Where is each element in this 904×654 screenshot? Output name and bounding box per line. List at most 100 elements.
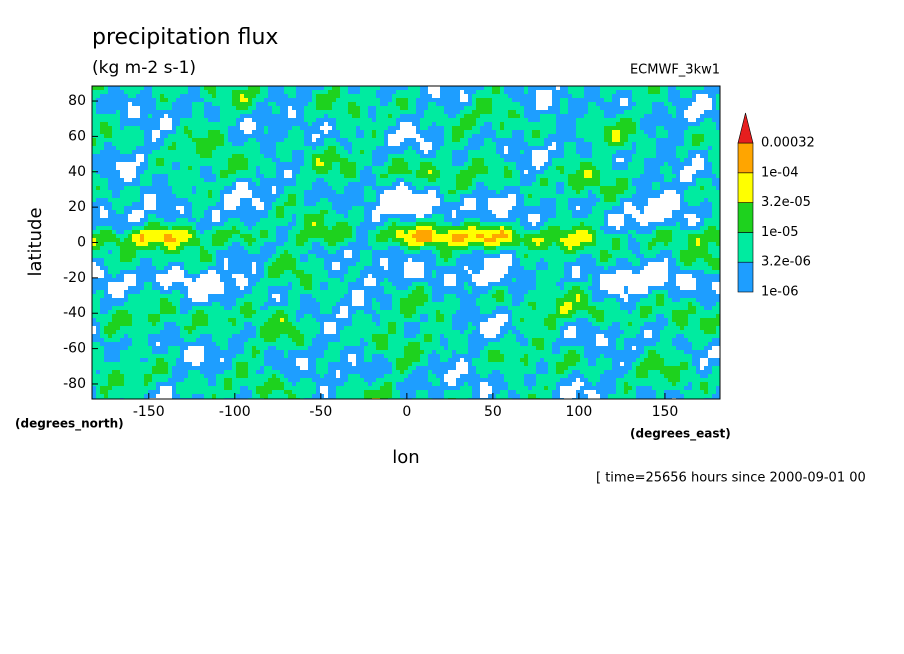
- field-cell: [276, 258, 296, 262]
- field-cell: [224, 386, 232, 390]
- field-cell: [616, 378, 668, 382]
- field-cell: [232, 362, 236, 366]
- field-cell: [468, 150, 496, 154]
- field-cell: [580, 222, 584, 226]
- field-cell: [328, 390, 336, 394]
- field-cell: [624, 142, 632, 146]
- field-cell: [328, 282, 348, 286]
- field-cell: [560, 310, 568, 314]
- field-cell: [484, 242, 500, 246]
- field-cell: [600, 90, 616, 94]
- field-cell: [144, 158, 148, 162]
- field-cell: [268, 394, 288, 398]
- field-cell: [344, 186, 364, 190]
- field-cell: [552, 242, 556, 246]
- field-cell: [264, 154, 276, 158]
- field-cell: [208, 378, 216, 382]
- field-cell: [400, 298, 428, 302]
- field-cell: [208, 382, 216, 386]
- field-cell: [672, 310, 696, 314]
- field-cell: [128, 286, 144, 290]
- field-cell: [216, 378, 224, 382]
- field-cell: [420, 358, 428, 362]
- field-cell: [284, 350, 288, 354]
- field-cell: [148, 218, 164, 222]
- field-cell: [196, 226, 212, 230]
- field-cell: [172, 282, 184, 286]
- field-cell: [188, 230, 196, 234]
- field-cell: [632, 98, 668, 102]
- field-cell: [388, 218, 400, 222]
- field-cell: [268, 230, 276, 234]
- field-cell: [564, 302, 572, 306]
- field-cell: [92, 230, 100, 234]
- field-cell: [564, 270, 572, 274]
- field-cell: [704, 390, 708, 394]
- field-cell: [172, 370, 188, 374]
- field-cell: [100, 330, 104, 334]
- field-cell: [304, 106, 316, 110]
- field-cell: [640, 126, 656, 130]
- field-cell: [392, 362, 396, 366]
- field-cell: [236, 226, 248, 230]
- field-cell: [400, 242, 408, 246]
- field-cell: [504, 122, 556, 126]
- field-cell: [460, 170, 488, 174]
- field-cell: [168, 378, 184, 382]
- field-cell: [428, 318, 436, 322]
- field-cell: [268, 318, 280, 322]
- field-cell: [672, 210, 712, 214]
- field-cell: [604, 134, 612, 138]
- field-cell: [528, 118, 540, 122]
- field-cell: [344, 274, 360, 278]
- field-cell: [296, 214, 304, 218]
- field-cell: [312, 294, 344, 298]
- field-cell: [556, 202, 568, 206]
- field-cell: [312, 94, 316, 98]
- field-cell: [188, 330, 192, 334]
- field-cell: [204, 178, 216, 182]
- field-cell: [124, 382, 144, 386]
- field-cell: [552, 346, 560, 350]
- field-cell: [312, 342, 328, 346]
- field-cell: [244, 314, 252, 318]
- field-cell: [376, 278, 384, 282]
- field-cell: [164, 94, 180, 98]
- field-cell: [384, 142, 388, 146]
- field-cell: [576, 330, 624, 334]
- field-cell: [140, 194, 144, 198]
- field-cell: [372, 298, 376, 302]
- field-cell: [376, 378, 404, 382]
- field-cell: [204, 210, 212, 214]
- field-cell: [164, 358, 176, 362]
- field-cell: [204, 230, 216, 234]
- field-cell: [376, 106, 400, 110]
- field-cell: [260, 150, 276, 154]
- field-cell: [232, 154, 244, 158]
- field-cell: [348, 290, 352, 294]
- field-cell: [664, 102, 672, 106]
- field-cell: [468, 346, 484, 350]
- field-cell: [112, 226, 132, 230]
- field-cell: [648, 134, 656, 138]
- field-cell: [172, 162, 180, 166]
- field-cell: [120, 350, 152, 354]
- field-cell: [392, 162, 408, 166]
- field-cell: [388, 330, 396, 334]
- field-cell: [416, 394, 428, 398]
- field-cell: [656, 242, 664, 246]
- field-cell: [324, 142, 340, 146]
- field-cell: [536, 302, 556, 306]
- field-cell: [116, 242, 136, 246]
- field-cell: [668, 94, 680, 98]
- field-cell: [156, 202, 192, 206]
- field-cell: [480, 306, 496, 310]
- field-cell: [192, 314, 208, 318]
- field-cell: [416, 98, 460, 102]
- field-cell: [616, 338, 624, 342]
- field-cell: [648, 246, 652, 250]
- field-cell: [116, 274, 124, 278]
- field-cell: [324, 222, 336, 226]
- field-cell: [108, 210, 116, 214]
- field-cell: [372, 118, 376, 122]
